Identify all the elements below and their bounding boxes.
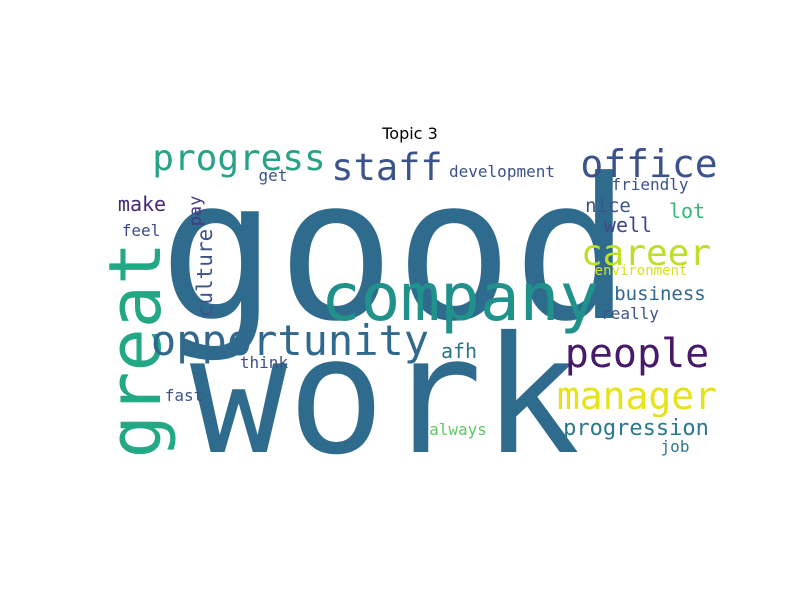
word-fast: fast bbox=[165, 386, 204, 405]
word-pay: pay bbox=[186, 196, 206, 227]
word-friendly: friendly bbox=[611, 175, 688, 194]
chart-title: Topic 3 bbox=[381, 124, 438, 143]
word-progress: progress bbox=[152, 138, 325, 179]
word-staff: staff bbox=[331, 146, 442, 189]
word-career: career bbox=[581, 233, 711, 274]
word-company: company bbox=[321, 259, 599, 336]
word-people: people bbox=[565, 331, 710, 377]
word-nice: nice bbox=[585, 195, 631, 217]
word-good: good bbox=[159, 137, 631, 365]
word-opportunity: opportunity bbox=[151, 316, 429, 365]
word-get: get bbox=[259, 166, 288, 185]
word-job: job bbox=[661, 437, 690, 456]
word-environment: environment bbox=[595, 263, 688, 279]
word-work: work bbox=[190, 303, 580, 491]
word-lot: lot bbox=[669, 199, 705, 223]
word-think: think bbox=[240, 353, 289, 372]
word-office: office bbox=[580, 142, 717, 186]
word-afh: afh bbox=[441, 339, 477, 363]
word-always: always bbox=[429, 420, 487, 439]
word-well: well bbox=[604, 213, 652, 237]
word-progression: progression bbox=[563, 416, 709, 441]
word-business: business bbox=[614, 283, 706, 305]
word-make: make bbox=[118, 192, 166, 216]
word-manager: manager bbox=[557, 374, 717, 418]
word-really: really bbox=[601, 304, 659, 323]
word-feel: feel bbox=[122, 221, 161, 240]
word-development: development bbox=[449, 162, 555, 181]
word-great: great bbox=[93, 242, 177, 459]
word-culture: culture bbox=[193, 229, 217, 318]
